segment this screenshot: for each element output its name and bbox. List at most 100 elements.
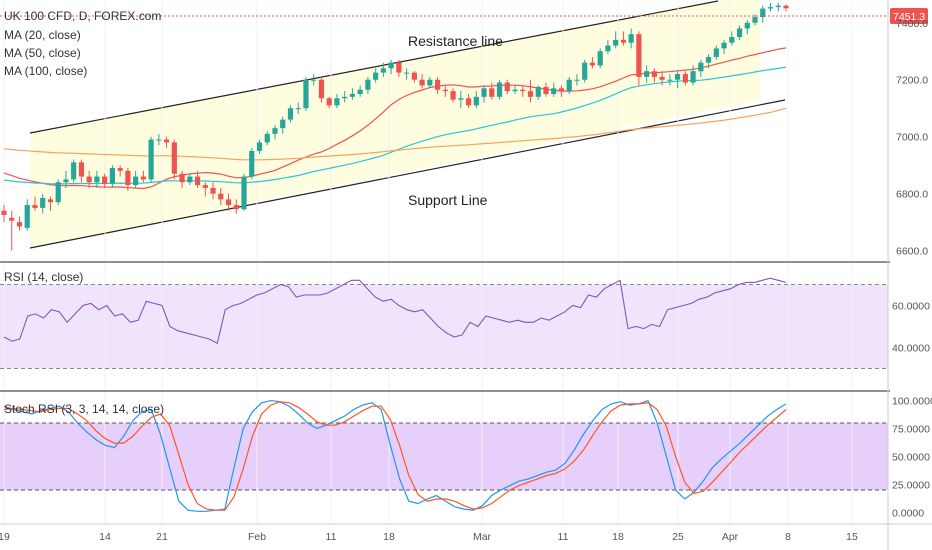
candle-body (512, 89, 518, 92)
ma100-label: MA (100, close) (4, 64, 87, 78)
candle-body (450, 91, 456, 100)
candle-body (760, 8, 766, 18)
stoch-band (0, 422, 888, 491)
candle-body (520, 89, 526, 92)
candle-body (179, 173, 185, 183)
x-tick: Apr (722, 531, 739, 543)
candle-body (187, 176, 193, 183)
candle-body (628, 34, 634, 43)
candle-body (303, 79, 309, 109)
price-y-tick: 7200.0 (896, 75, 928, 87)
rsi-label: RSI (14, close) (4, 270, 83, 284)
candle-body (605, 45, 611, 52)
y-axis: 7400.0 7200.0 7000.0 6800.0 6600.0 60.0000 40.… (892, 18, 932, 520)
candle-body (40, 197, 46, 208)
candle-body (543, 86, 549, 94)
candle-body (659, 76, 665, 80)
candle-body (78, 162, 85, 177)
stoch-y-tick: 50.0000 (892, 452, 930, 464)
candle-body (396, 62, 402, 73)
candle-body (713, 48, 719, 57)
candle-body (210, 187, 216, 194)
candle-body (434, 79, 441, 90)
price-y-tick: 7400.0 (896, 18, 928, 30)
candle-body (442, 89, 448, 92)
candle-body (729, 37, 735, 43)
candle-body (698, 62, 704, 72)
candle-body (558, 88, 565, 92)
candle-body (613, 39, 619, 46)
candle-body (47, 199, 54, 203)
x-tick: Mar (473, 531, 492, 543)
x-axis: 19 14 21 Feb 11 18 Mar 11 18 25 Apr 8 15 (0, 531, 858, 543)
x-tick: 19 (0, 531, 10, 543)
rsi-line (3, 277, 787, 345)
x-tick: 21 (156, 531, 168, 543)
candle-body (326, 98, 332, 106)
candle-body (744, 22, 750, 29)
candle-body (473, 96, 479, 106)
candlesticks (1, 2, 789, 251)
candle-body (63, 179, 69, 183)
candle-body (388, 62, 394, 69)
candle-body (597, 51, 603, 66)
candle-body (202, 185, 208, 188)
candle-body (775, 5, 781, 8)
stoch-y-tick: 25.0000 (892, 479, 930, 491)
candle-body (156, 139, 162, 141)
candle-body (55, 182, 61, 203)
candle-body (705, 56, 712, 63)
candle-body (651, 71, 657, 77)
rsi-y-tick: 60.0000 (892, 301, 930, 313)
candle-body (102, 176, 108, 184)
x-tick: 11 (558, 531, 569, 543)
candle-body (256, 142, 263, 151)
candle-body (24, 205, 30, 228)
candle-body (411, 72, 417, 80)
candle-body (218, 193, 224, 200)
candle-body (504, 82, 510, 92)
candle-body (241, 176, 247, 210)
stoch-y-tick: 75.0000 (892, 424, 930, 436)
chart-title: UK 100 CFD, D, FOREX.com (4, 9, 161, 23)
price-channel-fill (30, 0, 760, 248)
candle-body (620, 39, 627, 43)
price-y-tick: 6600.0 (896, 246, 928, 258)
candle-body (71, 162, 77, 180)
candle-body (535, 86, 541, 97)
candle-body (574, 79, 580, 81)
x-tick: 18 (383, 531, 395, 543)
last-price-tag (890, 8, 928, 24)
candle-body (357, 89, 363, 94)
last-price-label: 7451.3 (893, 11, 925, 23)
ma50-label: MA (50, close) (4, 46, 81, 60)
x-tick: 8 (785, 531, 791, 543)
candle-body (16, 222, 23, 227)
candle-body (667, 79, 673, 81)
candle-body (148, 139, 154, 180)
candle-body (109, 168, 115, 184)
candle-body (427, 79, 433, 86)
price-y-tick: 7000.0 (896, 132, 928, 144)
ma100-line (3, 107, 787, 161)
candle-body (9, 217, 15, 221)
candle-body (342, 96, 348, 99)
candle-body (767, 7, 774, 9)
candle-body (233, 205, 239, 210)
stoch-d-line (3, 401, 787, 511)
chart-background (0, 284, 888, 491)
candle-body (280, 119, 286, 129)
candle-body (32, 205, 38, 208)
resistance-trendline[interactable] (29, 0, 719, 134)
candle-body (1, 210, 7, 216)
candle-body (140, 176, 146, 180)
candle-body (318, 79, 325, 99)
candle-body (636, 34, 642, 77)
candle-body (481, 88, 487, 97)
support-trendline[interactable] (29, 99, 786, 249)
candle-body (311, 79, 317, 81)
candle-body (496, 82, 503, 97)
candle-body (334, 98, 340, 106)
candle-body (489, 88, 495, 97)
